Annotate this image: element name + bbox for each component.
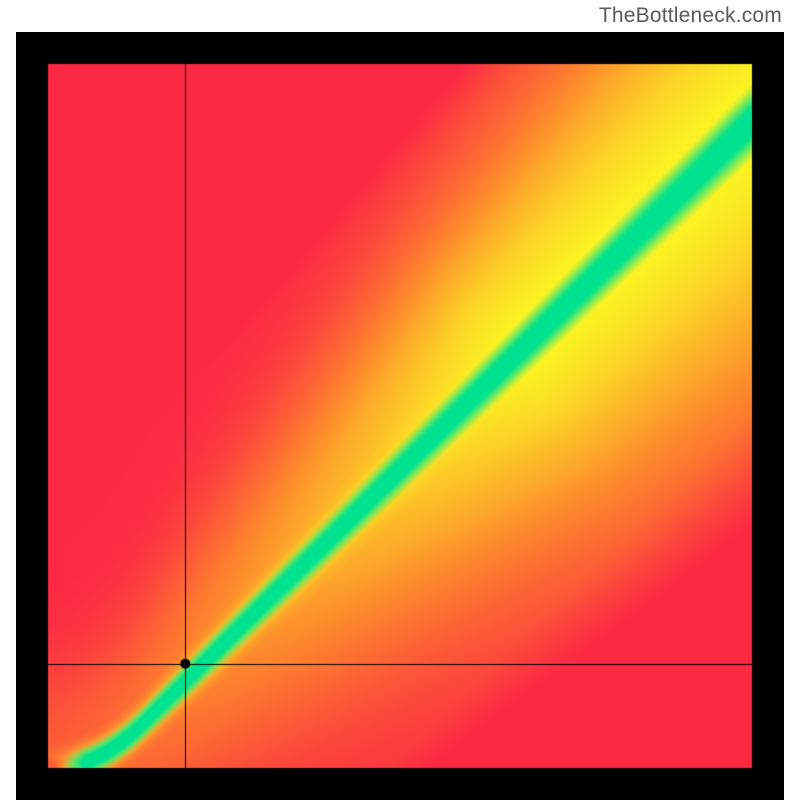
heatmap-plot: [16, 32, 784, 800]
heatmap-canvas: [16, 32, 784, 800]
chart-container: TheBottleneck.com: [0, 0, 800, 800]
attribution-label: TheBottleneck.com: [599, 4, 782, 28]
